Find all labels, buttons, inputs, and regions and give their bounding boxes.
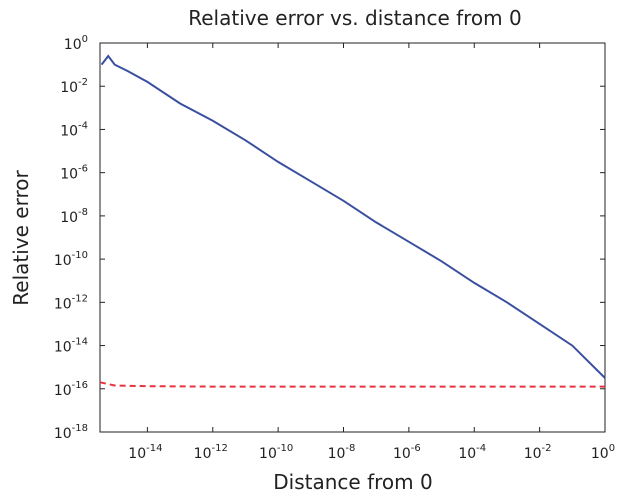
- x-tick-label-base: 10: [591, 446, 609, 462]
- series-layer: [99, 54, 606, 388]
- x-tick-label-base: 10: [194, 446, 212, 462]
- y-tick-label-base: 10: [54, 296, 72, 312]
- x-tick-label-exponent: -12: [212, 443, 228, 454]
- x-tick-label-exponent: -14: [146, 443, 162, 454]
- x-tick-label: 100: [591, 443, 615, 462]
- x-tick-label-base: 10: [328, 446, 346, 462]
- y-tick-label: 10-16: [54, 380, 88, 399]
- y-tick-label: 100: [64, 34, 88, 53]
- x-tick-label-exponent: -10: [277, 443, 293, 454]
- ticks-layer: 10-14 10-12 10-10 10-8 10-6 10-4 10-2 10010010-…: [54, 34, 615, 462]
- x-tick-label-base: 10: [259, 446, 277, 462]
- chart-title: Relative error vs. distance from 0: [188, 6, 522, 30]
- y-tick-label-exponent: 0: [82, 34, 88, 45]
- y-tick-label: 10-8: [60, 207, 88, 226]
- y-tick-label-exponent: -8: [78, 207, 88, 218]
- y-tick-label-exponent: -4: [78, 120, 88, 131]
- x-tick-label: 10-12: [194, 443, 228, 462]
- x-tick-label-base: 10: [458, 446, 476, 462]
- y-tick-label-exponent: -12: [72, 293, 88, 304]
- x-tick-label-base: 10: [128, 446, 146, 462]
- y-tick-label-base: 10: [60, 167, 78, 183]
- x-tick-label: 10-6: [393, 443, 421, 462]
- x-tick-label-exponent: -2: [542, 443, 552, 454]
- x-tick-label: 10-8: [328, 443, 356, 462]
- solid-series-line: [100, 54, 606, 379]
- y-tick-label-base: 10: [60, 80, 78, 96]
- y-tick-label-base: 10: [54, 426, 72, 442]
- y-tick-label-exponent: -18: [72, 423, 88, 434]
- x-tick-label-exponent: 0: [609, 443, 615, 454]
- plot-frame: [99, 42, 606, 433]
- dashed-series-line: [99, 381, 605, 388]
- y-tick-label-base: 10: [60, 123, 78, 139]
- y-tick-label-base: 10: [54, 340, 72, 356]
- y-tick-label-exponent: -6: [78, 164, 88, 175]
- x-tick-label-exponent: -6: [411, 443, 421, 454]
- y-axis-label: Relative error: [9, 170, 33, 306]
- y-tick-label-exponent: -10: [72, 250, 88, 261]
- y-tick-label-base: 10: [54, 253, 72, 269]
- x-tick-label-base: 10: [393, 446, 411, 462]
- y-tick-label: 10-18: [54, 423, 88, 442]
- y-tick-label-base: 10: [60, 210, 78, 226]
- y-tick-label-exponent: -16: [72, 380, 88, 391]
- x-tick-label: 10-4: [458, 443, 486, 462]
- y-tick-label-base: 10: [64, 37, 82, 53]
- y-tick-label-exponent: -2: [78, 77, 88, 88]
- x-tick-label-exponent: -8: [345, 443, 355, 454]
- x-tick-label-exponent: -4: [476, 443, 486, 454]
- y-tick-label: 10-2: [60, 77, 88, 96]
- x-tick-label: 10-14: [128, 443, 162, 462]
- y-tick-label: 10-14: [54, 337, 88, 356]
- y-tick-label: 10-10: [54, 250, 88, 269]
- y-tick-label-exponent: -14: [72, 337, 88, 348]
- y-tick-label: 10-4: [60, 120, 88, 139]
- y-tick-label: 10-6: [60, 164, 88, 183]
- y-tick-label: 10-12: [54, 293, 88, 312]
- x-axis-label: Distance from 0: [273, 470, 432, 494]
- x-tick-label-base: 10: [524, 446, 542, 462]
- y-tick-label-base: 10: [54, 383, 72, 399]
- x-tick-label: 10-10: [259, 443, 293, 462]
- x-tick-label: 10-2: [524, 443, 552, 462]
